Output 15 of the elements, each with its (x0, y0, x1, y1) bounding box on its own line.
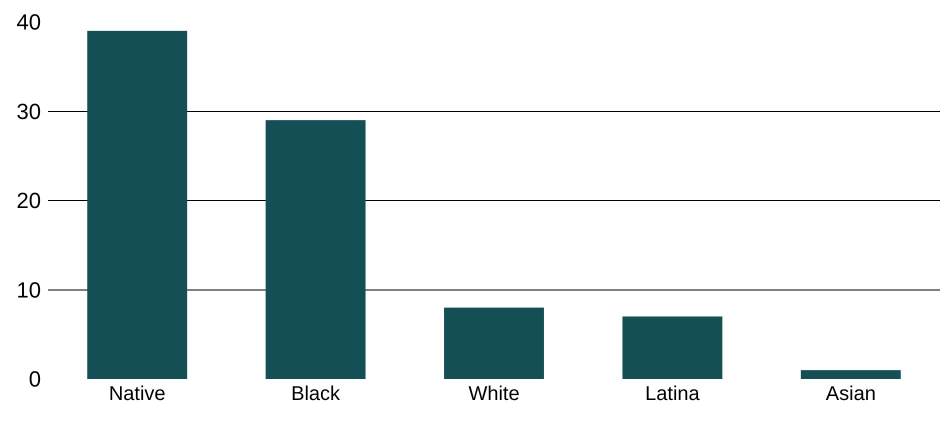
y-tick-label: 30 (16, 98, 41, 124)
y-tick-label: 0 (28, 366, 41, 392)
bar (266, 120, 366, 379)
bar (87, 30, 188, 379)
x-tick-label: Latina (645, 383, 701, 405)
bar (800, 370, 901, 379)
x-tick-label: Black (291, 383, 342, 405)
y-tick-label: 10 (16, 277, 41, 302)
x-tick-label: Native (108, 383, 166, 405)
bar (444, 308, 544, 379)
bar (622, 316, 722, 379)
x-tick-label: Asian (826, 383, 876, 405)
x-tick-label: White (468, 383, 520, 405)
y-tick-label: 40 (16, 10, 41, 35)
y-tick-label: 20 (16, 188, 41, 214)
